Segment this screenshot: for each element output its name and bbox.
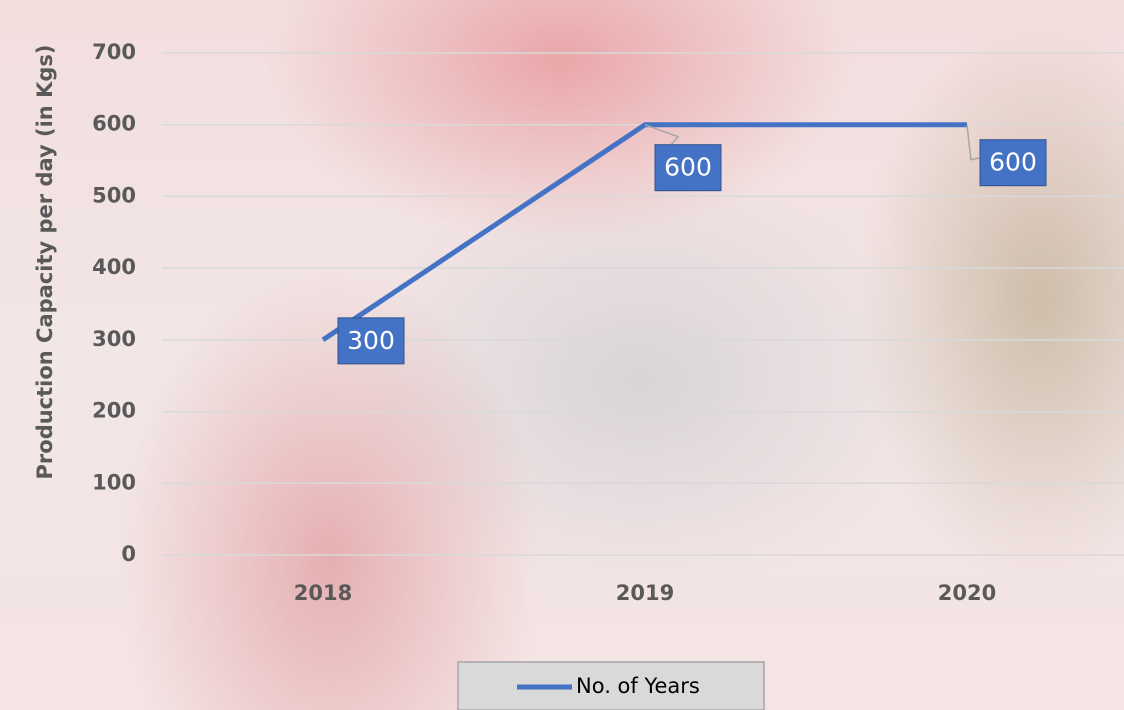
x-tick-label: 2020 — [938, 581, 996, 605]
data-label: 600 — [989, 148, 1037, 177]
y-tick-label: 200 — [92, 399, 136, 423]
data-label: 600 — [664, 153, 712, 182]
x-tick-label: 2018 — [294, 581, 352, 605]
chart: Production Capacity per day (in Kgs) 0 10… — [0, 0, 1124, 710]
leader-line — [967, 125, 980, 160]
y-tick-label: 0 — [121, 542, 136, 566]
y-tick-label: 100 — [92, 470, 136, 494]
legend-label: No. of Years — [576, 674, 700, 698]
y-tick-label: 300 — [92, 327, 136, 351]
y-axis-label: Production Capacity per day (in Kgs) — [33, 45, 57, 480]
x-tick-label: 2019 — [616, 581, 674, 605]
y-tick-label: 500 — [92, 183, 136, 207]
line-series — [323, 125, 967, 340]
data-label: 300 — [347, 326, 395, 355]
y-tick-label: 700 — [92, 40, 136, 64]
y-tick-label: 600 — [92, 112, 136, 136]
page: {"chart_data": {"type": "line", "y_label… — [0, 0, 1124, 710]
y-tick-label: 400 — [92, 255, 136, 279]
